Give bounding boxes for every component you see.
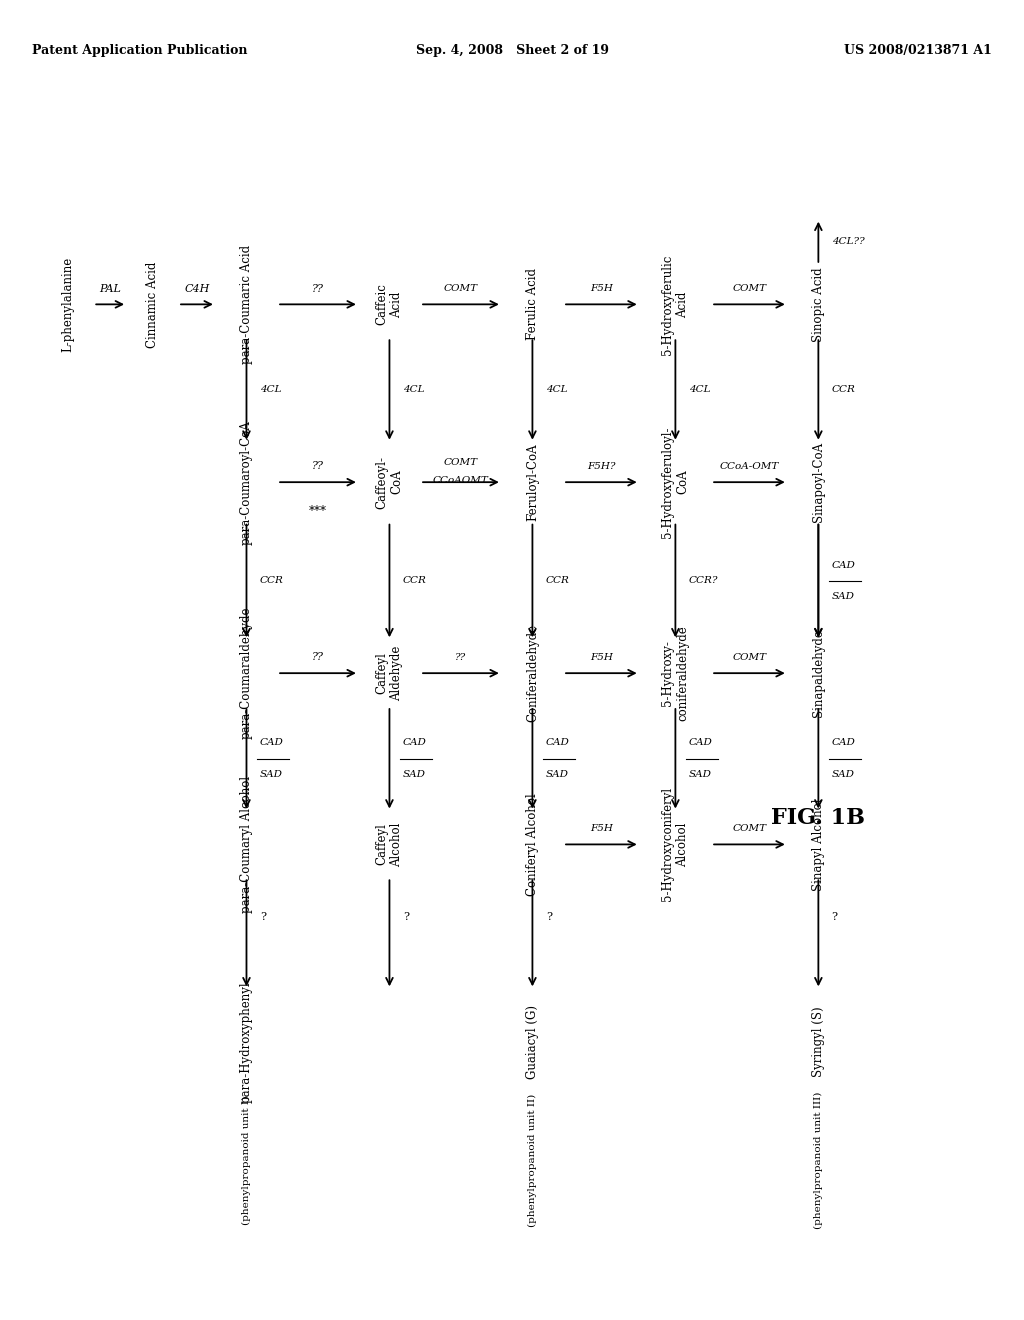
Text: CAD: CAD (260, 738, 284, 747)
Text: SAD: SAD (402, 770, 426, 779)
Text: CCR: CCR (260, 577, 284, 586)
Text: ??: ?? (312, 284, 324, 293)
Text: COMT: COMT (732, 284, 766, 293)
Text: para-Coumaric Acid: para-Coumaric Acid (240, 244, 253, 364)
Text: CCoA-OMT: CCoA-OMT (720, 462, 779, 471)
Text: CCR: CCR (831, 385, 855, 395)
Text: Caffeic
Acid: Caffeic Acid (376, 284, 403, 325)
Text: Coniferaldehyde: Coniferaldehyde (526, 624, 539, 722)
Text: 4CL: 4CL (402, 385, 424, 395)
Text: SAD: SAD (831, 593, 855, 602)
Text: Sinapyl Alcohol: Sinapyl Alcohol (812, 799, 825, 891)
Text: ?: ? (402, 912, 409, 921)
Text: CCR?: CCR? (689, 577, 718, 586)
Text: Guaiacyl (G): Guaiacyl (G) (526, 1005, 539, 1078)
Text: Cinnamic Acid: Cinnamic Acid (146, 261, 159, 347)
Text: ?: ? (831, 912, 838, 921)
Text: Caffeyl
Alcohol: Caffeyl Alcohol (376, 822, 403, 867)
Text: SAD: SAD (831, 770, 855, 779)
Text: (phenylpropanoid unit I): (phenylpropanoid unit I) (242, 1096, 251, 1225)
Text: CAD: CAD (831, 738, 855, 747)
Text: Patent Application Publication: Patent Application Publication (32, 44, 248, 57)
Text: ?: ? (260, 912, 266, 921)
Text: US 2008/0213871 A1: US 2008/0213871 A1 (844, 44, 992, 57)
Text: SAD: SAD (546, 770, 568, 779)
Text: para-Hydroxyphenyl: para-Hydroxyphenyl (240, 981, 253, 1102)
Text: Coniferyl Alcohol: Coniferyl Alcohol (526, 793, 539, 896)
Text: PAL: PAL (99, 284, 121, 293)
Text: COMT: COMT (444, 458, 478, 467)
Text: L-phenylalanine: L-phenylalanine (61, 256, 75, 352)
Text: Sinapoyl-CoA: Sinapoyl-CoA (812, 442, 825, 523)
Text: 5-Hydroxy-
coniferaldehyde: 5-Hydroxy- coniferaldehyde (662, 626, 689, 721)
Text: CCoAOMT: CCoAOMT (433, 477, 488, 486)
Text: para-Coumaryl Alcohol: para-Coumaryl Alcohol (240, 776, 253, 913)
Text: Caffeyl
Aldehyde: Caffeyl Aldehyde (376, 645, 403, 701)
Text: ***: *** (309, 504, 327, 517)
Text: F5H: F5H (590, 284, 612, 293)
Text: ??: ?? (312, 652, 324, 663)
Text: 4CL: 4CL (260, 385, 282, 395)
Text: Sinopic Acid: Sinopic Acid (812, 267, 825, 342)
Text: Ferulic Acid: Ferulic Acid (526, 268, 539, 341)
Text: CAD: CAD (402, 738, 427, 747)
Text: SAD: SAD (260, 770, 283, 779)
Text: CAD: CAD (831, 561, 855, 570)
Text: 5-Hydroxyferulic
Acid: 5-Hydroxyferulic Acid (662, 255, 689, 355)
Text: 4CL: 4CL (546, 385, 567, 395)
Text: COMT: COMT (444, 284, 478, 293)
Text: SAD: SAD (689, 770, 712, 779)
Text: FIG. 1B: FIG. 1B (771, 807, 865, 829)
Text: CAD: CAD (689, 738, 713, 747)
Text: C4H: C4H (184, 284, 210, 293)
Text: 5-Hydroxyconiferyl
Alcohol: 5-Hydroxyconiferyl Alcohol (662, 787, 689, 902)
Text: ??: ?? (312, 462, 324, 471)
Text: F5H?: F5H? (587, 462, 615, 471)
Text: ??: ?? (456, 653, 467, 661)
Text: CCR: CCR (402, 577, 427, 586)
Text: CCR: CCR (546, 577, 569, 586)
Text: para-Coumaroyl-CoA: para-Coumaroyl-CoA (240, 420, 253, 545)
Text: ?: ? (546, 912, 552, 921)
Text: CAD: CAD (546, 738, 569, 747)
Text: COMT: COMT (732, 653, 766, 661)
Text: F5H: F5H (590, 824, 612, 833)
Text: Sep. 4, 2008   Sheet 2 of 19: Sep. 4, 2008 Sheet 2 of 19 (416, 44, 608, 57)
Text: 4CL??: 4CL?? (831, 236, 864, 246)
Text: (phenylpropanoid unit III): (phenylpropanoid unit III) (814, 1092, 823, 1229)
Text: 4CL: 4CL (689, 385, 711, 395)
Text: Sinapaldehyde: Sinapaldehyde (812, 630, 825, 717)
Text: Syringyl (S): Syringyl (S) (812, 1007, 825, 1077)
Text: 5-Hydroxyferuloyl-
CoA: 5-Hydroxyferuloyl- CoA (662, 426, 689, 539)
Text: Feruloyl-CoA: Feruloyl-CoA (526, 444, 539, 521)
Text: (phenylpropanoid unit II): (phenylpropanoid unit II) (527, 1094, 537, 1228)
Text: Caffeoyl-
CoA: Caffeoyl- CoA (376, 455, 403, 508)
Text: para-Coumaraldehyde: para-Coumaraldehyde (240, 607, 253, 739)
Text: COMT: COMT (732, 824, 766, 833)
Text: F5H: F5H (590, 653, 612, 661)
